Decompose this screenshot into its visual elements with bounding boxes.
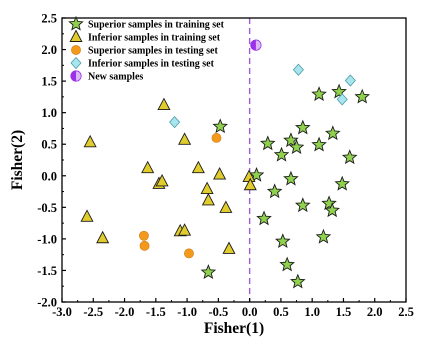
legend-label: New samples: [88, 72, 143, 83]
y-axis-title: Fisher(2): [9, 130, 26, 190]
x-tick-label: -1.5: [146, 305, 166, 319]
y-tick-label: 2.0: [41, 43, 57, 57]
legend-label: Superior samples in testing set: [88, 46, 218, 57]
triangle-point: [213, 167, 227, 180]
y-tick-label: 2.5: [41, 12, 57, 26]
triangle-point: [191, 160, 205, 174]
circle-point: [139, 230, 149, 241]
legend-label: Superior samples in training set: [88, 20, 225, 31]
x-tick-label: -0.5: [208, 305, 228, 319]
x-tick-label: -3.0: [52, 305, 72, 319]
y-tick-label: -1.5: [37, 264, 57, 278]
star-point: [295, 197, 311, 213]
star-point: [324, 202, 340, 218]
legend-diamond-marker: [70, 56, 82, 70]
star-point: [311, 136, 327, 152]
circle-point: [139, 240, 150, 251]
y-tick-label: -2.0: [37, 296, 57, 310]
star-point: [315, 228, 332, 244]
diamond-point: [292, 63, 304, 76]
legend-label: Inferior samples in training set: [88, 33, 221, 44]
star-point: [288, 139, 305, 155]
star-point: [212, 118, 229, 134]
triangle-point: [201, 192, 215, 206]
triangle-point: [178, 223, 192, 236]
y-tick-label: -1.0: [37, 232, 57, 246]
star-point: [331, 83, 347, 99]
triangle-point: [157, 97, 171, 111]
legend-entry: Inferior samples in training set: [69, 29, 221, 44]
diamond-series: [169, 63, 356, 129]
y-tick-label: 0.0: [41, 169, 57, 183]
x-tick-label: -2.0: [115, 305, 135, 319]
half-circle-fill: [250, 39, 256, 51]
triangle-series: [80, 97, 257, 254]
x-tick-label: 2.5: [398, 305, 414, 319]
triangle-point: [80, 209, 94, 222]
star-point: [273, 146, 290, 162]
x-tick-label: 1.0: [304, 305, 320, 319]
x-tick-label: 0.0: [242, 305, 258, 319]
y-tick-label: 0.5: [41, 138, 57, 152]
legend: Superior samples in training set Inferior…: [68, 15, 225, 83]
star-point: [334, 175, 350, 191]
circle-point: [184, 248, 194, 259]
star-point: [294, 119, 311, 135]
star-point: [341, 149, 358, 165]
triangle-point: [222, 241, 236, 254]
half-circle-point: [250, 39, 262, 51]
triangle-point: [200, 181, 214, 194]
star-series: [200, 83, 371, 289]
legend-triangle-marker: [69, 29, 83, 42]
legend-entry: Superior samples in training set: [68, 15, 225, 31]
legend-entry: Inferior samples in testing set: [70, 56, 215, 70]
star-point: [325, 125, 341, 141]
star-point: [279, 256, 295, 272]
x-tick-label: 1.5: [336, 305, 352, 319]
half-circle-series: [250, 39, 262, 51]
half-circle-fill: [70, 70, 76, 82]
star-point: [256, 210, 272, 226]
star-point: [274, 233, 291, 249]
star-point: [283, 170, 299, 186]
circle-series: [139, 133, 222, 259]
star-point: [266, 183, 283, 199]
legend-circle-marker: [71, 45, 81, 55]
x-axis-title: Fisher(1): [204, 320, 264, 337]
triangle-point: [96, 230, 110, 244]
star-point: [354, 88, 371, 104]
plot-area: [80, 18, 371, 302]
legend-entry: New samples: [70, 70, 143, 83]
circle-point: [211, 133, 222, 143]
triangle-point: [178, 132, 192, 145]
triangle-point: [83, 134, 97, 148]
legend-star-marker: [68, 15, 84, 31]
triangle-point: [219, 200, 233, 213]
legend-half-circle-marker: [70, 70, 82, 82]
y-tick-label: 1.0: [41, 106, 57, 120]
legend-entry: Superior samples in testing set: [71, 45, 218, 57]
axes: -3.0 -2.5 -2.0 -1.5 -1.0 -0.5 0.0 0.5 1.0 1.5 2.0 2…: [37, 12, 414, 320]
y-tick-label: -0.5: [37, 201, 57, 215]
star-point: [289, 273, 306, 289]
y-tick-label: 1.5: [41, 75, 57, 89]
legend-label: Inferior samples in testing set: [88, 59, 215, 70]
triangle-point: [155, 173, 169, 187]
x-tick-label: 0.5: [273, 305, 289, 319]
x-tick-label: -1.0: [177, 305, 197, 319]
star-point: [283, 132, 299, 148]
x-tick-label: 2.0: [367, 305, 383, 319]
x-tick-label: -2.5: [83, 305, 103, 319]
triangle-point: [243, 177, 257, 191]
star-point: [200, 264, 217, 279]
star-point: [259, 135, 276, 151]
diamond-point: [169, 116, 181, 129]
star-point: [311, 86, 327, 101]
diamond-point: [336, 93, 348, 106]
diamond-point: [344, 74, 356, 87]
triangle-point: [141, 160, 155, 174]
